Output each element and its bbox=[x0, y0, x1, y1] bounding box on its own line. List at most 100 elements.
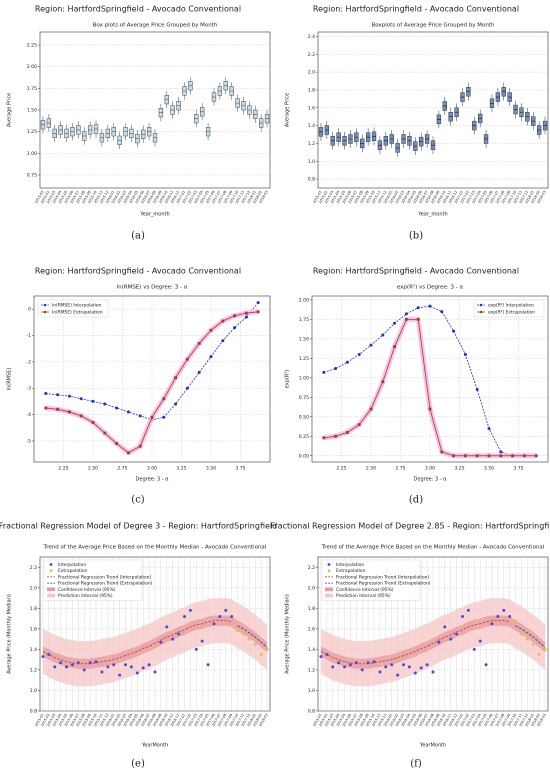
y-axis-label: Average Price bbox=[7, 93, 13, 127]
legend-marker bbox=[479, 310, 483, 314]
marker bbox=[322, 436, 326, 440]
x-tick-label: 2015-01 bbox=[34, 713, 45, 727]
x-tick-label: 2017-06 bbox=[483, 713, 494, 727]
y-tick-label: -2 bbox=[26, 359, 31, 365]
x-tick-label: 2015-05 bbox=[336, 190, 347, 204]
data-point bbox=[153, 670, 157, 674]
x-tick-label: 2017-03 bbox=[465, 713, 476, 727]
y-tick-label: 1.0 bbox=[308, 159, 315, 165]
data-point bbox=[100, 670, 104, 674]
y-axis-label: exp(R²) bbox=[285, 370, 291, 389]
marker bbox=[499, 454, 503, 458]
legend-label: Fractional Regression Trend (Interpolati… bbox=[336, 574, 429, 580]
x-tick-label: 2016-10 bbox=[436, 190, 447, 204]
x-tick-label: 2015-11 bbox=[371, 190, 382, 204]
x-tick-label: 2017-07 bbox=[489, 190, 500, 204]
y-tick-label: 2.25 bbox=[27, 43, 37, 49]
data-point bbox=[112, 663, 116, 667]
x-tick-label: 3.25 bbox=[454, 466, 464, 472]
x-tick-label: 2015-07 bbox=[70, 190, 81, 204]
y-tick-label: -1 bbox=[26, 333, 31, 339]
marker bbox=[381, 333, 385, 337]
y-tick-label: 1.8 bbox=[308, 606, 315, 612]
x-tick-label: 2015-09 bbox=[359, 713, 370, 727]
y-axis-label: ln(RMSE) bbox=[7, 368, 13, 391]
data-point bbox=[508, 615, 512, 619]
x-tick-label: 2015-09 bbox=[81, 713, 92, 727]
marker bbox=[138, 444, 142, 448]
data-point bbox=[514, 619, 518, 623]
x-tick-label: 2016-12 bbox=[170, 713, 181, 727]
data-point bbox=[484, 663, 488, 667]
x-tick-label: 2016-12 bbox=[448, 713, 459, 727]
x-tick-label: 2017-05 bbox=[199, 713, 210, 727]
y-tick-label: 1.00 bbox=[299, 375, 309, 381]
x-tick-label: 2017-03 bbox=[187, 190, 198, 204]
x-tick-label: 2015-05 bbox=[58, 713, 69, 727]
x-tick-label: 2016-02 bbox=[111, 190, 122, 204]
legend-label: Confidence Interval (95%) bbox=[58, 587, 116, 593]
data-point bbox=[431, 670, 435, 674]
marker bbox=[56, 393, 60, 397]
x-tick-label: 2017-02 bbox=[460, 713, 471, 727]
data-point bbox=[106, 665, 110, 669]
y-tick-label: 2.0 bbox=[308, 70, 315, 76]
x-tick-label: 2018-03 bbox=[536, 713, 547, 727]
x-tick-label: 2017-09 bbox=[501, 190, 512, 204]
y-tick-label: 2.0 bbox=[30, 585, 37, 591]
legend-label: Confidence Interval (95%) bbox=[336, 587, 394, 593]
legend-box bbox=[37, 299, 109, 318]
y-tick-label: 1.50 bbox=[299, 336, 309, 342]
x-tick-label: 2015-12 bbox=[377, 713, 388, 727]
x-tick-label: 2017-10 bbox=[507, 190, 518, 204]
x-tick-label: 2017-09 bbox=[223, 190, 234, 204]
y-tick-label: 1.25 bbox=[299, 356, 309, 362]
marker bbox=[79, 397, 83, 401]
data-point bbox=[360, 668, 364, 672]
chart-title: Region: HartfordSpringfield - Avocado Co… bbox=[313, 267, 519, 276]
marker bbox=[197, 342, 201, 345]
legend-marker bbox=[49, 563, 53, 566]
x-tick-label: 2016-01 bbox=[383, 713, 394, 727]
y-axis-label: Average Price (Monthly Median) bbox=[285, 594, 291, 674]
x-tick-label: 2017-06 bbox=[483, 190, 494, 204]
marker bbox=[393, 321, 397, 325]
data-point bbox=[466, 608, 470, 612]
x-axis-label: Year_month bbox=[417, 212, 447, 218]
data-point bbox=[402, 663, 406, 667]
y-tick-label: 1.8 bbox=[30, 606, 37, 612]
marker bbox=[534, 454, 538, 458]
marker bbox=[127, 451, 130, 455]
marker bbox=[357, 423, 361, 426]
marker bbox=[511, 454, 514, 458]
x-tick-label: 2016-11 bbox=[164, 190, 175, 204]
legend-label: Fractional Regression Trend (Extrapolati… bbox=[58, 581, 153, 587]
x-tick-label: 2015-08 bbox=[75, 713, 86, 727]
data-point bbox=[118, 673, 122, 677]
data-point bbox=[241, 632, 245, 636]
y-tick-label: 1.6 bbox=[308, 626, 315, 632]
data-point bbox=[70, 663, 74, 667]
x-tick-label: 2016-12 bbox=[448, 190, 459, 204]
x-tick-label: 2015-02 bbox=[318, 190, 329, 204]
y-tick-label: 1.2 bbox=[30, 667, 37, 673]
data-point bbox=[372, 660, 376, 664]
x-tick-label: 2015-05 bbox=[58, 190, 69, 204]
x-tick-label: 2017-06 bbox=[205, 713, 216, 727]
x-tick-label: 2015-03 bbox=[46, 190, 57, 204]
y-tick-label: -3 bbox=[26, 386, 31, 392]
legend-marker bbox=[327, 569, 331, 573]
x-tick-label: 2016-10 bbox=[158, 713, 169, 727]
x-tick-label: 3.00 bbox=[425, 466, 435, 472]
marker bbox=[487, 426, 491, 430]
x-tick-label: 3.25 bbox=[176, 466, 186, 472]
x-tick-label: 3.00 bbox=[147, 466, 157, 472]
y-tick-label: -5 bbox=[26, 438, 31, 444]
x-tick-label: 2017-11 bbox=[235, 190, 246, 204]
chart-title: Fractional Regression Model of Degree 2.… bbox=[270, 522, 550, 531]
x-tick-label: 2017-09 bbox=[223, 713, 234, 727]
x-tick-label: 2016-12 bbox=[170, 190, 181, 204]
x-tick-label: 2017-11 bbox=[235, 713, 246, 727]
marker bbox=[416, 306, 420, 310]
